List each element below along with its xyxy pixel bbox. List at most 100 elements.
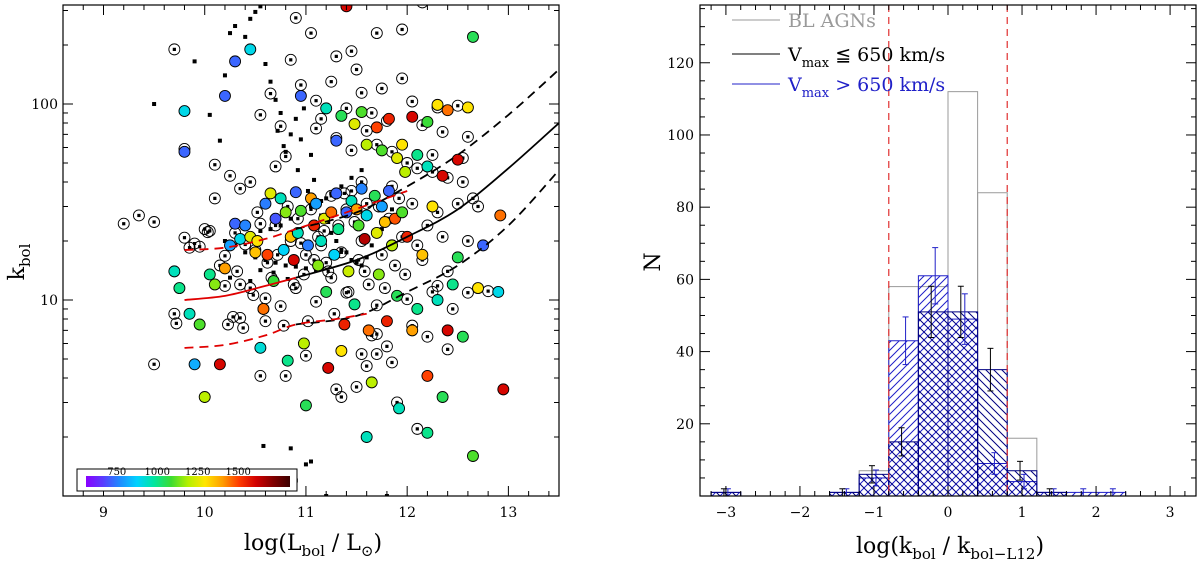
colored-circle-marker	[441, 324, 454, 337]
hollow-circle-dot	[289, 58, 293, 62]
hollow-circle-dot	[383, 286, 387, 290]
hollow-circle-dot	[226, 322, 230, 327]
model-curve	[295, 68, 559, 230]
hollow-circle-marker	[322, 265, 335, 278]
hollow-circle-marker	[168, 43, 181, 56]
square-marker	[303, 266, 308, 271]
hollow-circle-dot	[354, 385, 359, 389]
hollow-circle-marker	[358, 265, 371, 278]
hollow-circle-dot	[286, 204, 290, 209]
hollow-circle-marker	[380, 340, 393, 353]
hollow-circle-marker	[299, 349, 312, 362]
square-marker	[301, 106, 306, 111]
square-marker	[268, 227, 273, 232]
hollow-circle-dot	[314, 99, 318, 103]
hollow-circle-marker	[399, 268, 412, 281]
hollow-circle-dot	[435, 210, 440, 214]
hollow-circle-dot	[446, 269, 450, 273]
colored-circle-marker	[355, 182, 368, 195]
square-marker	[281, 144, 286, 149]
hollow-circle-dot	[319, 117, 323, 121]
colored-circle-marker	[279, 206, 292, 219]
colored-circle-marker	[497, 383, 510, 396]
hollow-circle-marker	[417, 5, 428, 9]
colored-circle-marker	[467, 450, 479, 462]
colored-circle-marker	[431, 98, 444, 111]
hollow-circle-dot	[410, 99, 414, 104]
colored-circle-marker	[399, 166, 412, 178]
hollow-circle-marker	[375, 82, 388, 95]
x-tick-label: −2	[790, 505, 811, 521]
colored-circle-marker	[360, 431, 373, 443]
hollow-circle-dot	[403, 272, 407, 277]
hollow-circle-dot	[324, 261, 328, 265]
colored-circle-marker	[274, 192, 287, 205]
hollow-circle-dot	[461, 180, 465, 184]
hollow-circle-marker	[170, 317, 183, 330]
histogram-bar-low-v	[977, 369, 1008, 496]
square-marker	[217, 138, 222, 143]
square-marker	[275, 128, 280, 133]
hollow-circle-marker	[421, 330, 434, 343]
hollow-circle-marker	[461, 235, 474, 247]
colored-circle-marker	[277, 244, 290, 256]
hollow-circle-dot	[405, 161, 409, 165]
hollow-circle-dot	[344, 291, 349, 295]
hollow-circle-dot	[349, 148, 354, 152]
hollow-circle-marker	[269, 160, 282, 173]
left-axis-ticks: 9 10 11 12 13 10 100	[31, 5, 559, 521]
square-marker	[233, 24, 238, 29]
hollow-circle-dot	[233, 231, 237, 235]
colored-circle-marker	[183, 307, 196, 320]
hollow-circle-dot	[425, 335, 430, 339]
hollow-circle-marker	[208, 192, 221, 205]
hollow-circle-dot	[292, 282, 296, 287]
left-y-axis-title: kbol	[5, 243, 34, 280]
square-marker	[253, 9, 258, 14]
colorbar: 750 1000 1250 1500	[76, 467, 298, 492]
square-marker	[273, 97, 278, 102]
hollow-circle-marker	[203, 225, 216, 237]
hollow-circle-dot	[326, 269, 330, 273]
hollow-circle-dot	[370, 111, 374, 115]
hollow-circle-dot	[349, 49, 354, 53]
hollow-circle-dot	[273, 223, 278, 228]
hollow-circle-dot	[456, 202, 460, 206]
colored-circle-marker	[193, 318, 206, 331]
hollow-circle-dot	[299, 241, 303, 245]
hollow-circle-dot	[248, 180, 252, 184]
hollow-circle-dot	[223, 284, 227, 288]
hollow-circle-dot	[228, 174, 232, 178]
square-marker	[228, 31, 233, 36]
hollow-circle-marker	[302, 315, 314, 328]
square-marker	[228, 275, 233, 280]
colored-circle-marker	[365, 376, 378, 389]
hollow-circle-dot	[152, 220, 156, 224]
hollow-circle-marker	[244, 176, 257, 188]
hollow-circle-dot	[380, 253, 384, 257]
histogram-bar-low-v	[1006, 470, 1038, 496]
hollow-circle-dot	[172, 47, 176, 51]
model-curve	[184, 312, 367, 349]
hollow-circle-marker	[436, 230, 449, 243]
left-frame	[62, 4, 560, 497]
y-tick-label: 80	[676, 200, 694, 216]
colored-circle-marker	[391, 152, 403, 164]
hollow-circle-marker	[325, 271, 338, 284]
model-curve	[184, 190, 408, 251]
square-marker	[258, 5, 263, 9]
square-marker	[243, 250, 248, 255]
hollow-circle-dot	[273, 164, 278, 169]
hollow-circle-dot	[334, 387, 338, 391]
hollow-circle-dot	[302, 272, 306, 277]
hollow-circle-dot	[329, 80, 333, 84]
hollow-circle-dot	[451, 307, 455, 311]
colored-circle-marker	[406, 110, 419, 123]
hollow-circle-dot	[466, 239, 470, 243]
colored-circle-marker	[426, 200, 439, 213]
hollow-circle-dot	[360, 352, 364, 356]
y-tick-label: 10	[40, 293, 58, 309]
hollow-circle-marker	[198, 223, 211, 236]
colored-circle-markers	[168, 5, 510, 462]
hollow-circle-dot	[279, 304, 283, 308]
